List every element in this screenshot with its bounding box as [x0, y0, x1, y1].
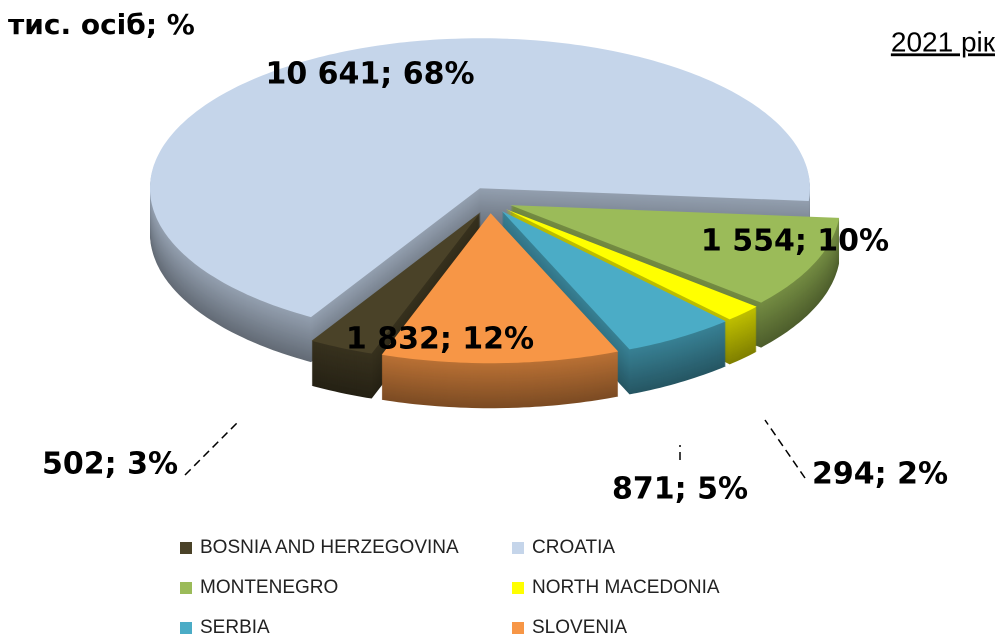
- data-label: 1 554; 10%: [701, 224, 889, 259]
- slice-top: [505, 209, 757, 320]
- slice-top: [150, 38, 810, 318]
- chart-title: тис. осіб; %: [8, 8, 195, 41]
- legend-label: MONTENEGRO: [200, 577, 338, 598]
- legend-swatch: [512, 542, 524, 554]
- slice-top: [381, 213, 619, 364]
- legend-swatch: [180, 582, 192, 594]
- leader-line: [764, 419, 806, 479]
- legend-swatch: [180, 622, 192, 634]
- legend-label: BOSNIA AND HERZEGOVINA: [200, 537, 459, 558]
- data-label: 10 641; 68%: [265, 57, 474, 92]
- slice-top: [311, 211, 481, 354]
- data-label: 294; 2%: [812, 457, 948, 492]
- slice: [381, 213, 619, 409]
- slice: [311, 211, 481, 399]
- legend-swatch: [180, 542, 192, 554]
- slice: [150, 38, 810, 363]
- legend-swatch: [512, 622, 524, 634]
- legend-label: NORTH MACEDONIA: [532, 577, 720, 598]
- data-label: 871; 5%: [612, 472, 748, 507]
- slice-top: [510, 205, 840, 303]
- legend-label: SERBIA: [200, 617, 270, 638]
- legend-label: CROATIA: [532, 537, 615, 558]
- leader-line: [184, 419, 241, 476]
- legend-swatch: [512, 582, 524, 594]
- chart-subtitle: 2021 рік: [891, 26, 996, 57]
- slice-top: [501, 211, 726, 350]
- legend-label: SLOVENIA: [532, 617, 627, 638]
- data-label: 502; 3%: [42, 447, 178, 482]
- data-label: 1 832; 12%: [346, 322, 534, 357]
